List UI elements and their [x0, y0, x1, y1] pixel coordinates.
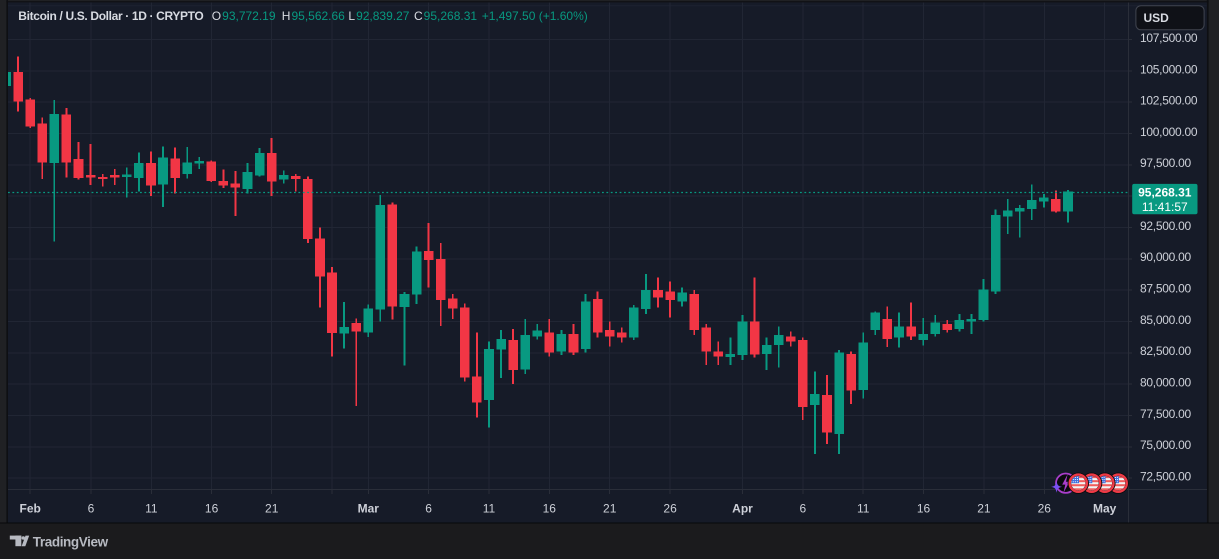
svg-text:+1,497.50 (+1.60%): +1,497.50 (+1.60%)	[482, 9, 588, 23]
svg-text:O93,772.19: O93,772.19	[212, 9, 276, 23]
svg-text:May: May	[1093, 502, 1117, 516]
svg-text:Mar: Mar	[358, 502, 380, 516]
svg-text:80,000.00: 80,000.00	[1140, 376, 1191, 390]
svg-text:16: 16	[205, 502, 219, 516]
svg-text:77,500.00: 77,500.00	[1140, 407, 1191, 421]
svg-text:Bitcoin / U.S. Dollar · 1D · C: Bitcoin / U.S. Dollar · 1D · CRYPTO	[18, 9, 203, 23]
svg-text:11: 11	[483, 502, 496, 516]
svg-text:11: 11	[145, 502, 158, 516]
svg-text:11:41:57: 11:41:57	[1142, 200, 1188, 214]
svg-text:21: 21	[603, 502, 617, 516]
svg-text:21: 21	[265, 502, 279, 516]
svg-text:75,000.00: 75,000.00	[1140, 438, 1191, 452]
svg-text:100,000.00: 100,000.00	[1140, 125, 1198, 139]
svg-text:H95,562.66: H95,562.66	[282, 9, 345, 23]
svg-text:11: 11	[857, 502, 870, 516]
svg-text:16: 16	[543, 502, 557, 516]
svg-text:72,500.00: 72,500.00	[1140, 470, 1191, 484]
svg-text:6: 6	[799, 502, 806, 516]
svg-text:Feb: Feb	[20, 502, 41, 516]
svg-text:87,500.00: 87,500.00	[1140, 282, 1191, 296]
svg-text:26: 26	[1038, 502, 1052, 516]
svg-text:26: 26	[663, 502, 677, 516]
svg-text:105,000.00: 105,000.00	[1140, 62, 1198, 76]
svg-text:6: 6	[425, 502, 432, 516]
svg-text:L92,839.27: L92,839.27	[348, 9, 409, 23]
svg-text:6: 6	[88, 502, 95, 516]
svg-text:16: 16	[917, 502, 931, 516]
svg-text:21: 21	[977, 502, 991, 516]
svg-text:107,500.00: 107,500.00	[1140, 31, 1198, 45]
svg-text:97,500.00: 97,500.00	[1140, 156, 1191, 170]
svg-text:C95,268.31: C95,268.31	[414, 9, 477, 23]
svg-text:90,000.00: 90,000.00	[1140, 250, 1191, 264]
svg-text:USD: USD	[1144, 11, 1170, 25]
svg-text:92,500.00: 92,500.00	[1140, 219, 1191, 233]
svg-text:85,000.00: 85,000.00	[1140, 313, 1191, 327]
svg-text:102,500.00: 102,500.00	[1140, 94, 1198, 108]
svg-text:TradingView: TradingView	[33, 534, 109, 549]
svg-text:82,500.00: 82,500.00	[1140, 344, 1191, 358]
svg-text:Apr: Apr	[732, 502, 753, 516]
svg-text:95,268.31: 95,268.31	[1138, 185, 1192, 199]
